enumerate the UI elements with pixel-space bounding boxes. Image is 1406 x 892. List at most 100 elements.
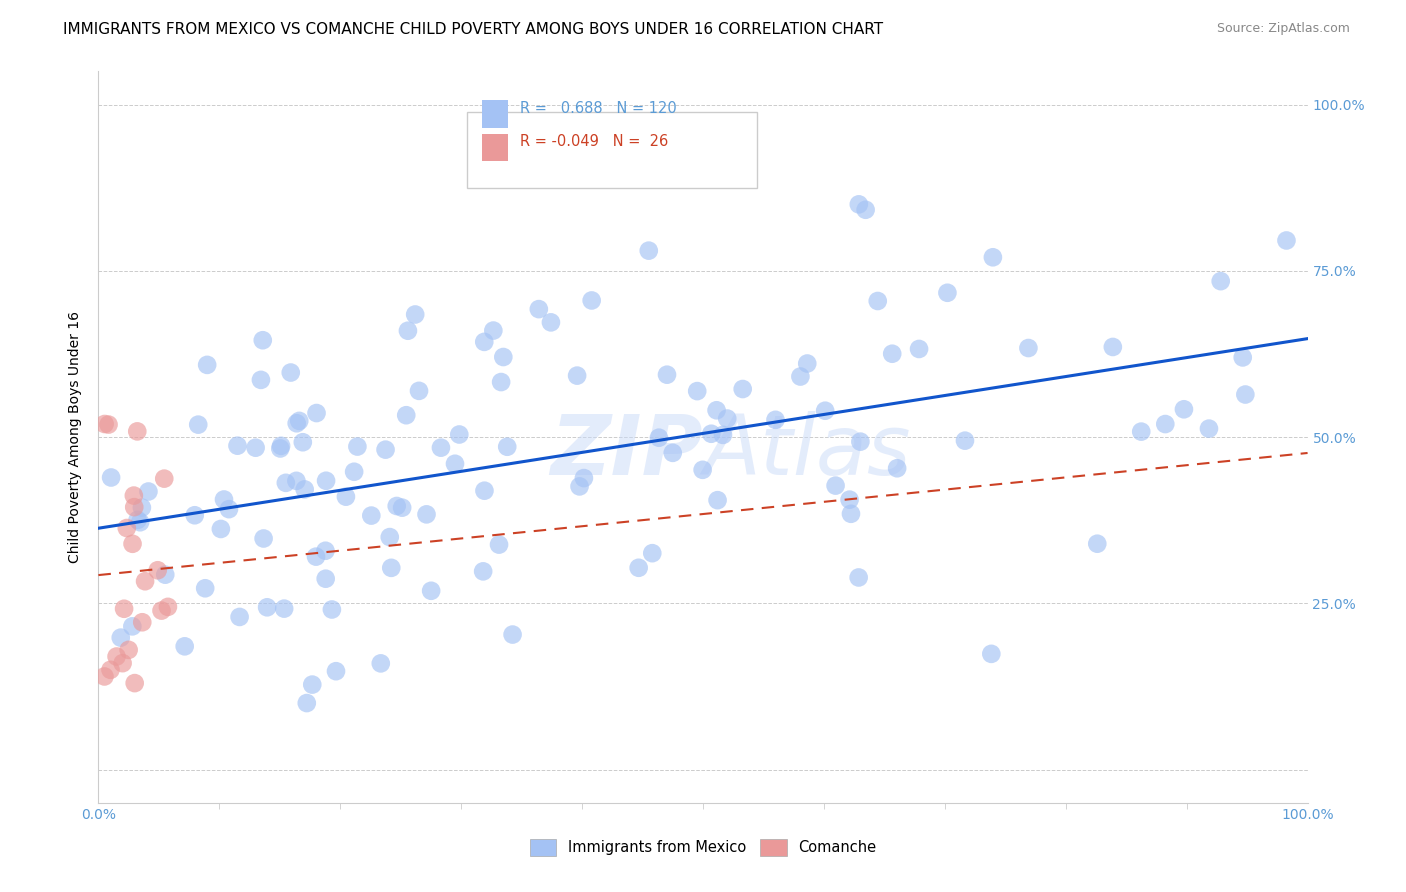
- Point: [765, 413, 787, 427]
- Point: [127, 513, 149, 527]
- Point: [97, 417, 120, 432]
- Point: [111, 656, 134, 670]
- Point: [112, 601, 135, 615]
- Point: [195, 358, 218, 372]
- Point: [474, 483, 496, 498]
- Text: Atlas: Atlas: [703, 411, 911, 492]
- Point: [796, 357, 818, 371]
- Point: [527, 302, 550, 317]
- Point: [637, 244, 659, 258]
- Point: [838, 492, 860, 507]
- Point: [153, 472, 176, 486]
- Point: [1232, 351, 1254, 365]
- Point: [155, 567, 177, 582]
- Point: [285, 417, 308, 431]
- Point: [273, 601, 295, 615]
- Text: R =   0.688   N = 120: R = 0.688 N = 120: [520, 101, 678, 116]
- Point: [502, 627, 524, 641]
- Point: [370, 657, 392, 671]
- Point: [209, 522, 232, 536]
- Point: [711, 428, 734, 442]
- Point: [212, 492, 235, 507]
- Point: [256, 600, 278, 615]
- Point: [245, 441, 267, 455]
- Point: [706, 403, 728, 417]
- Point: [121, 619, 143, 633]
- Point: [855, 202, 877, 217]
- Point: [408, 384, 430, 398]
- Point: [1275, 234, 1298, 248]
- Point: [627, 561, 650, 575]
- Point: [565, 368, 588, 383]
- Point: [105, 649, 128, 664]
- Point: [1017, 341, 1039, 355]
- Point: [252, 333, 274, 347]
- Point: [252, 532, 274, 546]
- Point: [1101, 340, 1123, 354]
- Point: [343, 465, 366, 479]
- Point: [301, 677, 323, 691]
- Point: [335, 490, 357, 504]
- Point: [93, 417, 115, 431]
- Point: [789, 369, 811, 384]
- Point: [572, 471, 595, 485]
- Point: [121, 537, 143, 551]
- Point: [1130, 425, 1153, 439]
- Point: [472, 565, 495, 579]
- Point: [886, 461, 908, 475]
- Point: [1085, 537, 1108, 551]
- Point: [980, 647, 1002, 661]
- Text: IMMIGRANTS FROM MEXICO VS COMANCHE CHILD POVERTY AMONG BOYS UNDER 16 CORRELATION: IMMIGRANTS FROM MEXICO VS COMANCHE CHILD…: [63, 22, 883, 37]
- Point: [396, 324, 419, 338]
- Legend: Immigrants from Mexico, Comanche: Immigrants from Mexico, Comanche: [524, 833, 882, 862]
- Point: [848, 197, 870, 211]
- Point: [315, 572, 337, 586]
- Point: [848, 570, 870, 584]
- Point: [305, 406, 328, 420]
- Point: [150, 604, 173, 618]
- Point: [115, 521, 138, 535]
- Point: [1154, 417, 1177, 431]
- Point: [274, 475, 297, 490]
- Point: [146, 563, 169, 577]
- Point: [122, 500, 145, 515]
- Point: [131, 500, 153, 515]
- Point: [127, 425, 149, 439]
- Point: [706, 493, 728, 508]
- Text: ZIP: ZIP: [550, 411, 703, 492]
- Point: [129, 515, 152, 529]
- Point: [325, 664, 347, 678]
- Point: [295, 696, 318, 710]
- Point: [482, 324, 505, 338]
- Point: [228, 610, 250, 624]
- Point: [321, 602, 343, 616]
- Point: [936, 285, 959, 300]
- Point: [122, 489, 145, 503]
- Point: [124, 676, 146, 690]
- Point: [581, 293, 603, 308]
- Point: [692, 463, 714, 477]
- Point: [346, 440, 368, 454]
- Point: [849, 434, 872, 449]
- Point: [839, 507, 862, 521]
- Point: [395, 408, 418, 422]
- Point: [404, 308, 426, 322]
- Bar: [482, 134, 509, 161]
- Point: [270, 439, 292, 453]
- Point: [378, 530, 401, 544]
- Point: [686, 384, 709, 398]
- Point: [1198, 422, 1220, 436]
- Point: [131, 615, 153, 630]
- Point: [700, 426, 723, 441]
- Point: [953, 434, 976, 448]
- Point: [380, 561, 402, 575]
- Point: [420, 583, 443, 598]
- Text: Source: ZipAtlas.com: Source: ZipAtlas.com: [1216, 22, 1350, 36]
- Point: [540, 315, 562, 329]
- Point: [134, 574, 156, 589]
- Point: [118, 643, 141, 657]
- Point: [138, 484, 160, 499]
- Point: [449, 427, 471, 442]
- Point: [716, 411, 738, 425]
- FancyBboxPatch shape: [467, 112, 758, 188]
